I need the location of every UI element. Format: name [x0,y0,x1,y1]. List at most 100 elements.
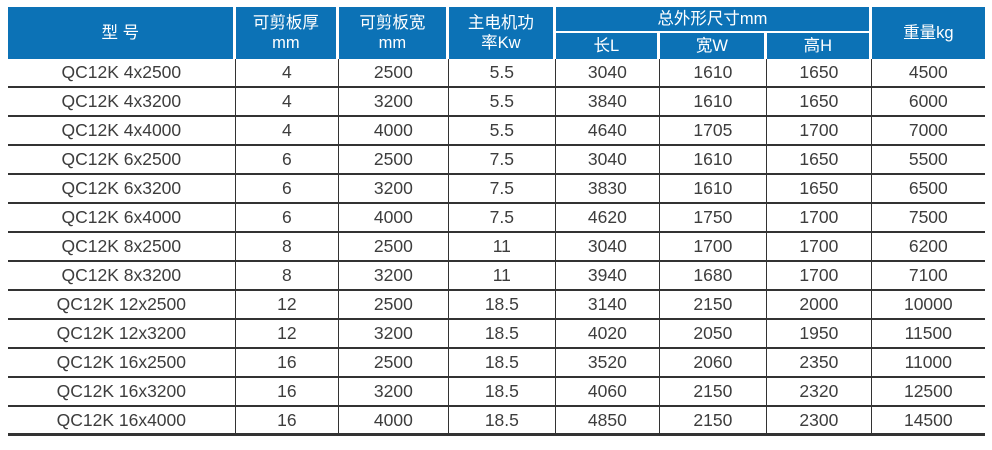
header-power: 主电机功 率Kw [448,7,557,59]
cell-thickness: 4 [235,59,340,88]
cell-power: 11 [448,262,557,291]
cell-width: 3200 [339,88,449,117]
spec-table: 型 号 可剪板厚 mm 可剪板宽 mm 主电机功 率Kw 总外形尺寸mm 重量k… [8,7,985,436]
cell-height: 1700 [767,233,872,262]
cell-dim-width: 1610 [659,88,768,117]
table-row: QC12K 12x3200 12 3200 18.5 4020 2050 195… [8,320,985,349]
cell-dim-width: 1700 [659,233,768,262]
table-row: QC12K 8x3200 8 3200 11 3940 1680 1700 71… [8,262,985,291]
cell-weight: 6500 [871,175,985,204]
cell-dim-width: 1610 [659,59,768,88]
cell-height: 1700 [767,117,872,146]
cell-dim-width: 2150 [659,291,768,320]
cell-dim-width: 2060 [659,349,768,378]
cell-height: 1650 [767,175,872,204]
table-row: QC12K 16x2500 16 2500 18.5 3520 2060 235… [8,349,985,378]
table-header: 型 号 可剪板厚 mm 可剪板宽 mm 主电机功 率Kw 总外形尺寸mm 重量k… [8,7,985,59]
cell-height: 2320 [767,378,872,407]
cell-weight: 10000 [871,291,985,320]
cell-model: QC12K 16x3200 [8,378,236,407]
table-row: QC12K 12x2500 12 2500 18.5 3140 2150 200… [8,291,985,320]
table-row: QC12K 8x2500 8 2500 11 3040 1700 1700 62… [8,233,985,262]
cell-length: 3520 [556,349,660,378]
cell-width: 3200 [339,262,449,291]
cell-dim-width: 1750 [659,204,768,233]
cell-length: 3140 [556,291,660,320]
cell-length: 3940 [556,262,660,291]
cell-weight: 6200 [871,233,985,262]
header-model: 型 号 [8,7,236,59]
cell-length: 3040 [556,146,660,175]
table-row: QC12K 6x4000 6 4000 7.5 4620 1750 1700 7… [8,204,985,233]
cell-thickness: 6 [235,146,340,175]
cell-power: 5.5 [448,88,557,117]
header-width-line2: mm [378,34,407,52]
cell-width: 4000 [339,117,449,146]
header-power-line2: 率Kw [481,34,521,52]
cell-length: 4020 [556,320,660,349]
cell-weight: 4500 [871,59,985,88]
cell-height: 1700 [767,204,872,233]
cell-power: 5.5 [448,117,557,146]
table-body: QC12K 4x2500 4 2500 5.5 3040 1610 1650 4… [8,59,985,436]
cell-thickness: 8 [235,262,340,291]
cell-power: 18.5 [448,378,557,407]
cell-weight: 11000 [871,349,985,378]
cell-thickness: 12 [235,291,340,320]
cell-power: 18.5 [448,407,557,436]
cell-dim-width: 1610 [659,146,768,175]
cell-power: 7.5 [448,204,557,233]
cell-power: 18.5 [448,291,557,320]
cell-width: 2500 [339,233,449,262]
cell-weight: 7000 [871,117,985,146]
cell-thickness: 12 [235,320,340,349]
cell-width: 2500 [339,146,449,175]
cell-dim-width: 1705 [659,117,768,146]
cell-dim-width: 2050 [659,320,768,349]
cell-width: 2500 [339,59,449,88]
cell-height: 1700 [767,262,872,291]
cell-model: QC12K 16x2500 [8,349,236,378]
header-dim-length: 长L [556,33,660,59]
cell-thickness: 4 [235,88,340,117]
cell-length: 3040 [556,233,660,262]
cell-thickness: 6 [235,204,340,233]
cell-height: 2000 [767,291,872,320]
cell-dim-width: 2150 [659,407,768,436]
header-dim-width: 宽W [659,33,768,59]
table-row: QC12K 4x3200 4 3200 5.5 3840 1610 1650 6… [8,88,985,117]
table-row: QC12K 6x2500 6 2500 7.5 3040 1610 1650 5… [8,146,985,175]
cell-length: 4850 [556,407,660,436]
header-row-2: 长L 宽W 高H [8,33,985,59]
table-row: QC12K 4x2500 4 2500 5.5 3040 1610 1650 4… [8,59,985,88]
cell-width: 3200 [339,320,449,349]
header-width-line1: 可剪板宽 [359,14,426,32]
cell-model: QC12K 4x3200 [8,88,236,117]
cell-length: 4620 [556,204,660,233]
cell-weight: 11500 [871,320,985,349]
cell-model: QC12K 4x4000 [8,117,236,146]
cell-dim-width: 1680 [659,262,768,291]
cell-model: QC12K 8x2500 [8,233,236,262]
table-row: QC12K 6x3200 6 3200 7.5 3830 1610 1650 6… [8,175,985,204]
table-row: QC12K 16x4000 16 4000 18.5 4850 2150 230… [8,407,985,436]
cell-weight: 5500 [871,146,985,175]
cell-power: 7.5 [448,175,557,204]
header-row-1: 型 号 可剪板厚 mm 可剪板宽 mm 主电机功 率Kw 总外形尺寸mm 重量k… [8,7,985,59]
cell-weight: 6000 [871,88,985,117]
header-thickness-line2: mm [272,34,300,52]
cell-dim-width: 1610 [659,175,768,204]
cell-thickness: 16 [235,378,340,407]
cell-length: 3830 [556,175,660,204]
cell-height: 1950 [767,320,872,349]
cell-length: 3840 [556,88,660,117]
cell-thickness: 16 [235,407,340,436]
cell-height: 1650 [767,59,872,88]
cell-power: 11 [448,233,557,262]
cell-weight: 12500 [871,378,985,407]
header-thickness: 可剪板厚 mm [235,7,340,59]
cell-dim-width: 2150 [659,378,768,407]
cell-height: 1650 [767,88,872,117]
cell-model: QC12K 6x2500 [8,146,236,175]
